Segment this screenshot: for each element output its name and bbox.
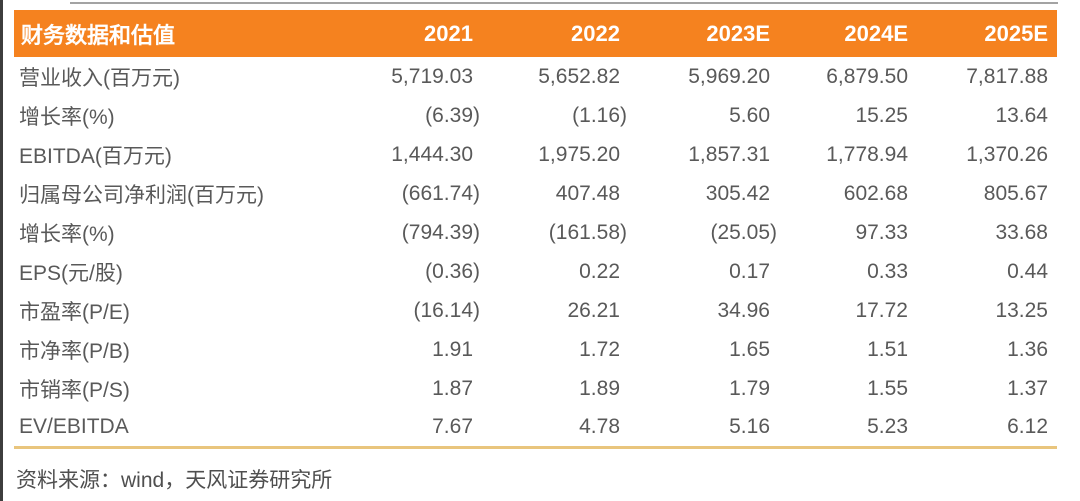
cell-value: 1.65 xyxy=(630,330,780,369)
cell-value: 34.96 xyxy=(630,291,780,330)
cell-value: (0.36) xyxy=(314,252,483,291)
table-row: 市净率(P/B) 1.91 1.72 1.65 1.51 1.36 xyxy=(14,330,1057,369)
cell-value: (1.16) xyxy=(483,96,630,135)
row-label: 增长率(%) xyxy=(14,96,314,135)
row-label: EV/EBITDA xyxy=(14,408,314,447)
cell-value: 5.60 xyxy=(630,96,780,135)
source-note: 资料来源：wind，天风证券研究所 xyxy=(16,469,333,492)
table-row: EV/EBITDA 7.67 4.78 5.16 5.23 6.12 xyxy=(14,408,1057,447)
row-label: EPS(元/股) xyxy=(14,252,314,291)
page-left-edge-line xyxy=(0,0,3,501)
table-row: EPS(元/股) (0.36) 0.22 0.17 0.33 0.44 xyxy=(14,252,1057,291)
cell-value: 1.37 xyxy=(918,369,1057,408)
cell-value: 0.22 xyxy=(483,252,630,291)
table-row: 营业收入(百万元) 5,719.03 5,652.82 5,969.20 6,8… xyxy=(14,57,1057,96)
cell-value: 1,975.20 xyxy=(483,135,630,174)
table-title: 财务数据和估值 xyxy=(14,10,314,57)
cell-value: 0.44 xyxy=(918,252,1057,291)
cell-value: 1.87 xyxy=(314,369,483,408)
cell-value: 1.51 xyxy=(780,330,918,369)
table-row: 归属母公司净利润(百万元) (661.74) 407.48 305.42 602… xyxy=(14,174,1057,213)
row-label: 市净率(P/B) xyxy=(14,330,314,369)
financial-data-table: 财务数据和估值 2021 2022 2023E 2024E 2025E 营业收入… xyxy=(14,10,1057,449)
cell-value: 4.78 xyxy=(483,408,630,447)
cell-value: 0.17 xyxy=(630,252,780,291)
cell-value: 305.42 xyxy=(630,174,780,213)
column-header-2021: 2021 xyxy=(314,10,483,57)
cell-value: 1.72 xyxy=(483,330,630,369)
table-row: EBITDA(百万元) 1,444.30 1,975.20 1,857.31 1… xyxy=(14,135,1057,174)
cell-value: 602.68 xyxy=(780,174,918,213)
cell-value: 407.48 xyxy=(483,174,630,213)
cell-value: 13.25 xyxy=(918,291,1057,330)
cell-value: 5,969.20 xyxy=(630,57,780,96)
table-row: 增长率(%) (794.39) (161.58) (25.05) 97.33 3… xyxy=(14,213,1057,252)
cell-value: 5,719.03 xyxy=(314,57,483,96)
row-label: EBITDA(百万元) xyxy=(14,135,314,174)
table-row: 市盈率(P/E) (16.14) 26.21 34.96 17.72 13.25 xyxy=(14,291,1057,330)
page-top-hairline xyxy=(70,2,1058,4)
cell-value: 7.67 xyxy=(314,408,483,447)
row-label: 市销率(P/S) xyxy=(14,369,314,408)
column-header-2023e: 2023E xyxy=(630,10,780,57)
column-header-2024e: 2024E xyxy=(780,10,918,57)
cell-value: (25.05) xyxy=(630,213,780,252)
cell-value: 1.79 xyxy=(630,369,780,408)
row-label: 营业收入(百万元) xyxy=(14,57,314,96)
cell-value: 33.68 xyxy=(918,213,1057,252)
cell-value: 6.12 xyxy=(918,408,1057,447)
cell-value: 6,879.50 xyxy=(780,57,918,96)
row-label: 市盈率(P/E) xyxy=(14,291,314,330)
cell-value: 26.21 xyxy=(483,291,630,330)
cell-value: 5.23 xyxy=(780,408,918,447)
cell-value: 1.91 xyxy=(314,330,483,369)
column-header-2022: 2022 xyxy=(483,10,630,57)
table-header-row: 财务数据和估值 2021 2022 2023E 2024E 2025E xyxy=(14,10,1057,57)
cell-value: 7,817.88 xyxy=(918,57,1057,96)
table-row: 市销率(P/S) 1.87 1.89 1.79 1.55 1.37 xyxy=(14,369,1057,408)
column-header-2025e: 2025E xyxy=(918,10,1057,57)
cell-value: 5.16 xyxy=(630,408,780,447)
cell-value: (161.58) xyxy=(483,213,630,252)
cell-value: 1,778.94 xyxy=(780,135,918,174)
cell-value: 1.89 xyxy=(483,369,630,408)
cell-value: 97.33 xyxy=(780,213,918,252)
cell-value: 1,857.31 xyxy=(630,135,780,174)
cell-value: (661.74) xyxy=(314,174,483,213)
cell-value: (794.39) xyxy=(314,213,483,252)
cell-value: 1,370.26 xyxy=(918,135,1057,174)
table-row: 增长率(%) (6.39) (1.16) 5.60 15.25 13.64 xyxy=(14,96,1057,135)
cell-value: 805.67 xyxy=(918,174,1057,213)
cell-value: 17.72 xyxy=(780,291,918,330)
cell-value: 0.33 xyxy=(780,252,918,291)
cell-value: 1.55 xyxy=(780,369,918,408)
row-label: 增长率(%) xyxy=(14,213,314,252)
cell-value: 13.64 xyxy=(918,96,1057,135)
cell-value: (6.39) xyxy=(314,96,483,135)
cell-value: (16.14) xyxy=(314,291,483,330)
cell-value: 1.36 xyxy=(918,330,1057,369)
row-label: 归属母公司净利润(百万元) xyxy=(14,174,314,213)
cell-value: 1,444.30 xyxy=(314,135,483,174)
cell-value: 5,652.82 xyxy=(483,57,630,96)
cell-value: 15.25 xyxy=(780,96,918,135)
